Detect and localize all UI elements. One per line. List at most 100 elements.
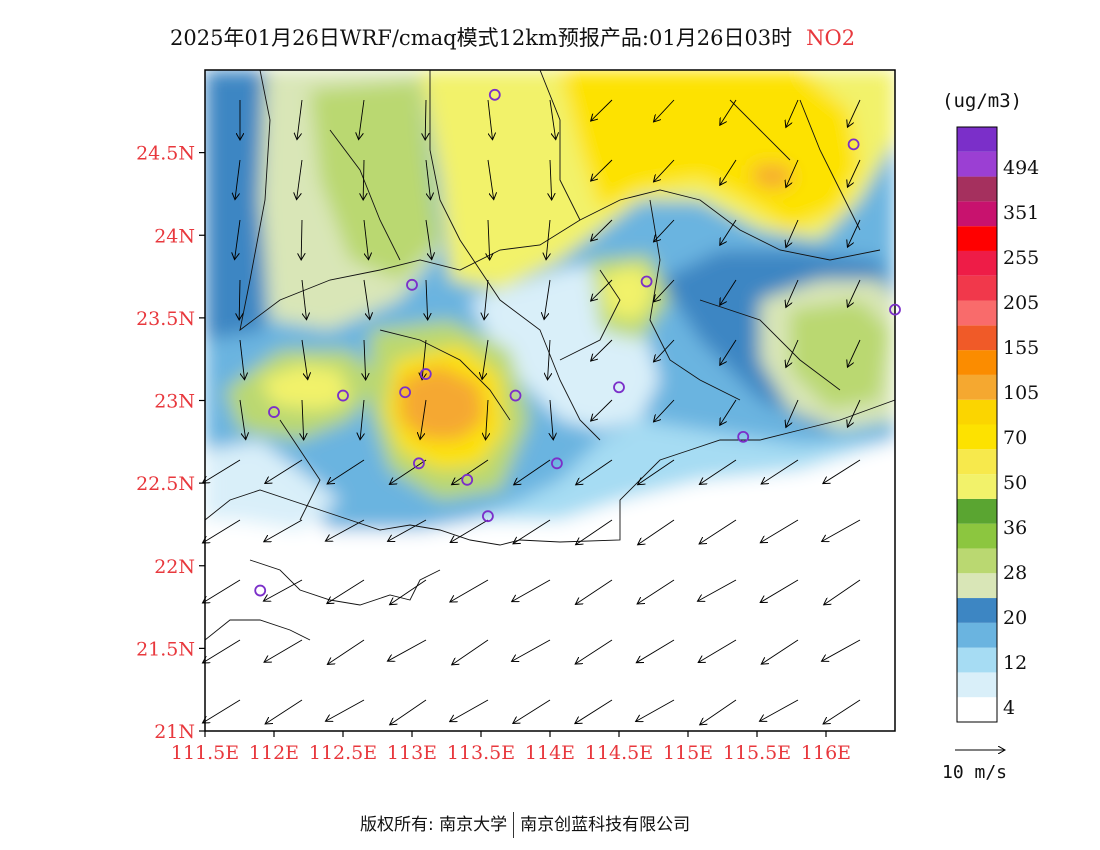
wind-arrow <box>720 219 737 245</box>
lon-tick-label: 112E <box>249 742 299 764</box>
chart-title: 2025年01月26日WRF/cmaq模式12km预报产品:01月26日03时 N… <box>170 22 855 52</box>
lat-axis: 24.5N 24N 23.5N 23N 22.5N 22N 21.5N 21N <box>136 143 205 743</box>
wind-arrow <box>486 399 488 440</box>
station-marker <box>268 406 280 418</box>
wind-arrow <box>575 579 613 604</box>
wind-arrow <box>302 399 304 440</box>
lon-tick-label: 115.5E <box>723 742 791 764</box>
colorbar-swatch <box>957 226 997 251</box>
wind-arrow <box>363 159 364 200</box>
station-marker <box>737 430 750 443</box>
wind-arrow <box>786 399 799 427</box>
wind-arrow <box>512 639 551 661</box>
wind-arrow <box>235 219 241 260</box>
colorbar-frame <box>956 126 998 723</box>
station-marker <box>509 389 522 402</box>
wind-arrow <box>847 159 861 187</box>
colorbar-swatch <box>957 325 997 351</box>
wind-arrow <box>654 99 675 122</box>
wind-arrow <box>847 339 861 367</box>
wind-legend-label: 10 m/s <box>942 762 1008 783</box>
station-marker <box>551 457 563 470</box>
colorbar-swatch <box>957 350 997 375</box>
wind-arrow <box>576 459 613 485</box>
wind-arrow <box>202 639 241 663</box>
colorbar-label: 205 <box>1003 292 1039 314</box>
colorbar-label: 4 <box>1003 697 1015 719</box>
colorbar-swatch <box>957 250 997 276</box>
lon-tick-label: 115E <box>663 742 713 764</box>
station-marker <box>406 278 418 291</box>
wind-arrow <box>575 699 613 724</box>
wind-arrow <box>636 699 675 722</box>
wind-arrow <box>720 99 737 125</box>
colorbar-swatch <box>957 474 997 499</box>
colorbar-label: 70 <box>1003 427 1027 449</box>
colorbar-swatch <box>957 498 997 524</box>
wind-arrow <box>544 279 551 320</box>
colorbar-swatch <box>957 573 997 599</box>
wind-arrow <box>325 519 365 541</box>
colorbar-swatch <box>957 127 997 152</box>
colorbar-swatch <box>957 151 997 177</box>
station-marker <box>337 389 349 402</box>
lon-tick-label: 116E <box>801 742 851 764</box>
wind-arrow <box>239 399 246 440</box>
wind-arrow <box>638 519 675 545</box>
colorbar-label: 12 <box>1003 652 1027 674</box>
wind-arrow <box>425 99 426 140</box>
station-marker <box>254 584 267 597</box>
wind-arrow <box>761 459 799 484</box>
wind-arrow <box>450 699 489 722</box>
wind-arrow <box>546 219 550 260</box>
lat-tick-label: 24N <box>154 225 195 247</box>
wind-arrow <box>654 159 675 182</box>
wind-arrow <box>265 459 303 484</box>
lat-tick-label: 22.5N <box>136 473 195 495</box>
wind-arrow <box>482 339 489 380</box>
wind-arrow <box>389 459 427 484</box>
wind-arrow <box>786 219 799 247</box>
wind-arrow <box>422 339 426 380</box>
wind-arrow <box>760 519 799 543</box>
wind-arrow <box>576 519 613 545</box>
wind-arrow <box>759 699 799 721</box>
colorbar-label: 494 <box>1003 157 1039 179</box>
wind-arrow <box>364 339 366 380</box>
station-marker <box>399 386 412 399</box>
wind-arrow <box>591 219 613 241</box>
station-marker <box>412 457 425 470</box>
wind-arrow <box>822 519 861 542</box>
colorbar-swatch <box>957 399 997 425</box>
wind-arrow <box>760 579 799 603</box>
lat-tick-label: 23N <box>154 391 195 413</box>
station-marker <box>613 381 625 394</box>
wind-arrow <box>301 339 308 380</box>
monitoring-stations <box>254 88 901 597</box>
lon-tick-label: 114E <box>525 742 575 764</box>
lon-tick-label: 113.5E <box>447 742 515 764</box>
wind-arrow <box>720 159 737 185</box>
lon-axis: 111.5E 112E 112.5E 113E 113.5E 114E 114.5E 115E… <box>171 731 851 764</box>
colorbar-label: 105 <box>1003 382 1039 404</box>
wind-arrow <box>327 579 365 604</box>
station-marker <box>481 510 494 523</box>
wind-arrow <box>637 579 675 604</box>
colorbar: 494 351 255 205 155 105 70 50 36 28 20 12 4 <box>956 126 1039 723</box>
wind-arrow <box>761 639 799 664</box>
station-marker <box>847 138 860 151</box>
station-marker <box>640 275 653 288</box>
colorbar-swatch <box>957 548 997 574</box>
wind-arrow <box>847 219 861 247</box>
station-marker <box>889 303 901 316</box>
lat-tick-label: 23.5N <box>136 308 195 330</box>
wind-arrow <box>697 579 737 601</box>
wind-arrow <box>786 159 799 187</box>
wind-arrow <box>591 159 613 181</box>
wind-arrow <box>390 699 427 725</box>
coastline-boundaries <box>205 70 895 641</box>
wind-arrow <box>512 579 551 602</box>
colorbar-label: 28 <box>1003 562 1027 584</box>
wind-arrow <box>301 279 307 320</box>
